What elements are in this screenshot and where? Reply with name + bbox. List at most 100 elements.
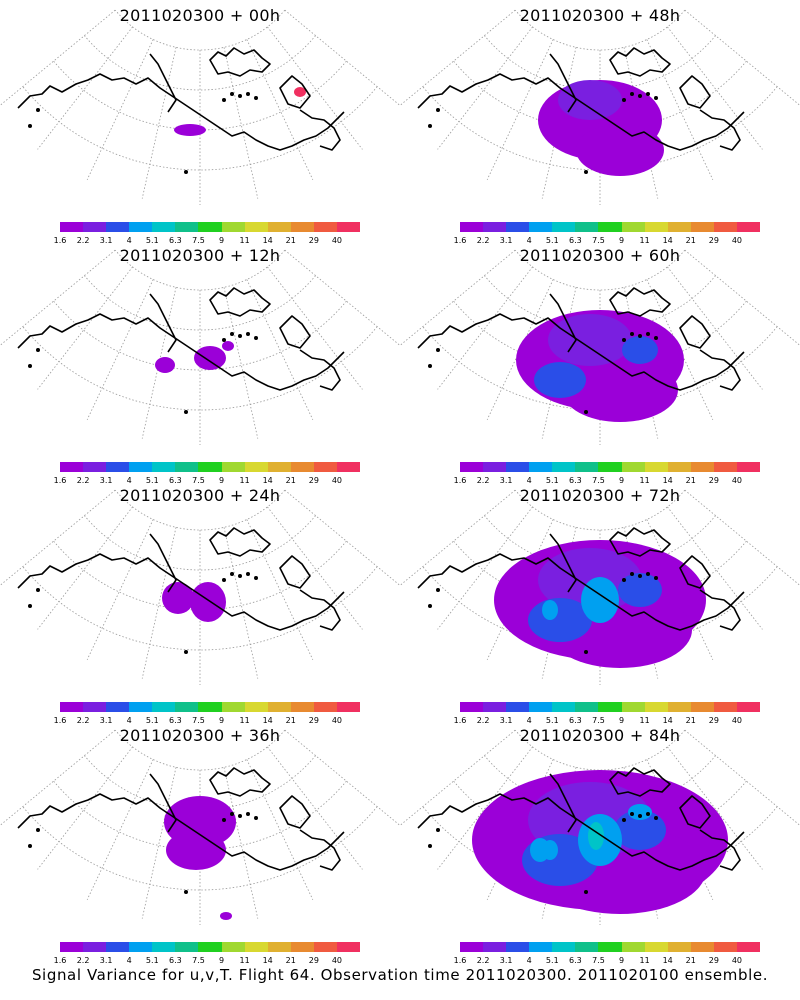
colorbar-swatch bbox=[552, 222, 576, 232]
colorbar-swatch bbox=[313, 702, 337, 712]
colorbar-swatch bbox=[175, 222, 199, 232]
coastline-segment bbox=[609, 527, 671, 557]
meridian bbox=[437, 26, 533, 150]
colorbar-swatch bbox=[575, 462, 599, 472]
colorbar-swatch bbox=[336, 942, 361, 952]
coastline-segment bbox=[549, 773, 577, 833]
graticule bbox=[0, 249, 400, 445]
colorbar-swatch bbox=[198, 702, 222, 712]
island bbox=[184, 170, 188, 174]
meridian bbox=[437, 506, 533, 630]
island bbox=[28, 844, 32, 848]
colorbar-labels: 1.6 2.2 3.1 4 5.1 6.3 7.5 9 11 14 21 29 40 bbox=[452, 236, 762, 246]
colorbar-swatch bbox=[129, 942, 153, 952]
colorbar-label: 11 bbox=[239, 236, 250, 245]
colorbar-label: 14 bbox=[262, 716, 273, 725]
colorbar-swatch bbox=[313, 222, 337, 232]
meridian bbox=[0, 249, 116, 346]
colorbar-label: 11 bbox=[239, 956, 250, 965]
colorbar-label: 4 bbox=[526, 476, 532, 485]
meridian bbox=[400, 489, 516, 586]
colorbar-swatch bbox=[690, 222, 714, 232]
meridian bbox=[37, 266, 133, 390]
island bbox=[584, 650, 588, 654]
colorbar-swatch bbox=[336, 702, 361, 712]
variance-blob bbox=[614, 810, 666, 850]
colorbar-swatch bbox=[83, 462, 107, 472]
colorbar-swatch bbox=[175, 942, 199, 952]
colorbar-swatch bbox=[313, 462, 337, 472]
graticule bbox=[0, 9, 400, 205]
coastline-segment bbox=[279, 795, 311, 829]
variance-blob bbox=[220, 912, 232, 920]
island bbox=[638, 94, 642, 98]
meridian bbox=[141, 767, 177, 919]
variance-blob bbox=[581, 577, 619, 623]
variance-field bbox=[472, 770, 728, 914]
colorbar-swatch bbox=[529, 942, 553, 952]
colorbar-labels: 1.6 2.2 3.1 4 5.1 6.3 7.5 9 11 14 21 29 40 bbox=[52, 236, 362, 246]
map-panel: 2011020300 + 72h 1.6 2.2 3.1 4 5.1 6.3 7.5 9 11 14… bbox=[400, 480, 800, 725]
colorbar-label: 21 bbox=[285, 956, 296, 965]
panel-title: 2011020300 + 48h bbox=[519, 6, 681, 25]
colorbar-swatch bbox=[644, 222, 668, 232]
island bbox=[654, 336, 658, 340]
colorbar-swatch bbox=[244, 222, 268, 232]
colorbar-label: 29 bbox=[708, 956, 719, 965]
meridian bbox=[284, 249, 400, 346]
coastline-segment bbox=[17, 73, 345, 151]
colorbar-swatch bbox=[644, 462, 668, 472]
island bbox=[246, 332, 250, 336]
colorbar-swatch bbox=[621, 462, 645, 472]
colorbar-label: 14 bbox=[662, 956, 673, 965]
colorbar-swatch bbox=[621, 702, 645, 712]
colorbar-label: 5.1 bbox=[145, 236, 159, 245]
colorbar-swatch bbox=[290, 222, 314, 232]
colorbar-swatch bbox=[129, 702, 153, 712]
coastline-segment bbox=[299, 109, 341, 151]
meridian bbox=[86, 279, 154, 420]
polar-map bbox=[400, 9, 800, 205]
map-panel: 2011020300 + 24h 1.6 2.2 3.1 4 5.1 6.3 7.5 9 11 14… bbox=[0, 480, 400, 725]
colorbar-label: 21 bbox=[685, 956, 696, 965]
colorbar-label: 3.1 bbox=[499, 236, 513, 245]
colorbar-label: 5.1 bbox=[145, 716, 159, 725]
colorbar-label: 1.6 bbox=[453, 236, 467, 245]
colorbar bbox=[60, 462, 361, 472]
coastline-segment bbox=[299, 349, 341, 391]
colorbar-label: 11 bbox=[239, 476, 250, 485]
island bbox=[428, 844, 432, 848]
island bbox=[230, 332, 234, 336]
figure-caption: Signal Variance for u,v,T. Flight 64. Ob… bbox=[31, 966, 769, 984]
colorbar-swatch bbox=[736, 222, 761, 232]
coastline bbox=[417, 767, 745, 894]
meridian bbox=[246, 759, 314, 900]
colorbar-swatch bbox=[83, 702, 107, 712]
meridian bbox=[284, 9, 400, 106]
colorbar-swatch bbox=[221, 702, 245, 712]
colorbar-swatch bbox=[575, 222, 599, 232]
variance-blob bbox=[542, 600, 558, 620]
colorbar-swatch bbox=[483, 942, 507, 952]
colorbar-label: 4 bbox=[126, 716, 132, 725]
island bbox=[428, 364, 432, 368]
colorbar-label: 29 bbox=[708, 716, 719, 725]
panel-title: 2011020300 + 72h bbox=[519, 486, 681, 505]
colorbar-label: 21 bbox=[285, 236, 296, 245]
meridian bbox=[667, 26, 763, 150]
variance-blob bbox=[628, 804, 652, 820]
island bbox=[184, 410, 188, 414]
colorbar-labels: 1.6 2.2 3.1 4 5.1 6.3 7.5 9 11 14 21 29 40 bbox=[52, 476, 362, 486]
coastline-segment bbox=[549, 53, 577, 113]
island bbox=[184, 650, 188, 654]
colorbar-swatch bbox=[667, 702, 691, 712]
coastline-segment bbox=[17, 553, 345, 631]
colorbar-label: 7.5 bbox=[592, 956, 605, 965]
colorbar-swatch bbox=[152, 942, 176, 952]
colorbar-label: 14 bbox=[662, 476, 673, 485]
colorbar-swatch bbox=[621, 222, 645, 232]
colorbar-label: 9 bbox=[618, 956, 625, 965]
island bbox=[28, 124, 32, 128]
colorbar-labels: 1.6 2.2 3.1 4 5.1 6.3 7.5 9 11 14 21 29 40 bbox=[52, 716, 362, 726]
polar-map bbox=[0, 249, 400, 445]
